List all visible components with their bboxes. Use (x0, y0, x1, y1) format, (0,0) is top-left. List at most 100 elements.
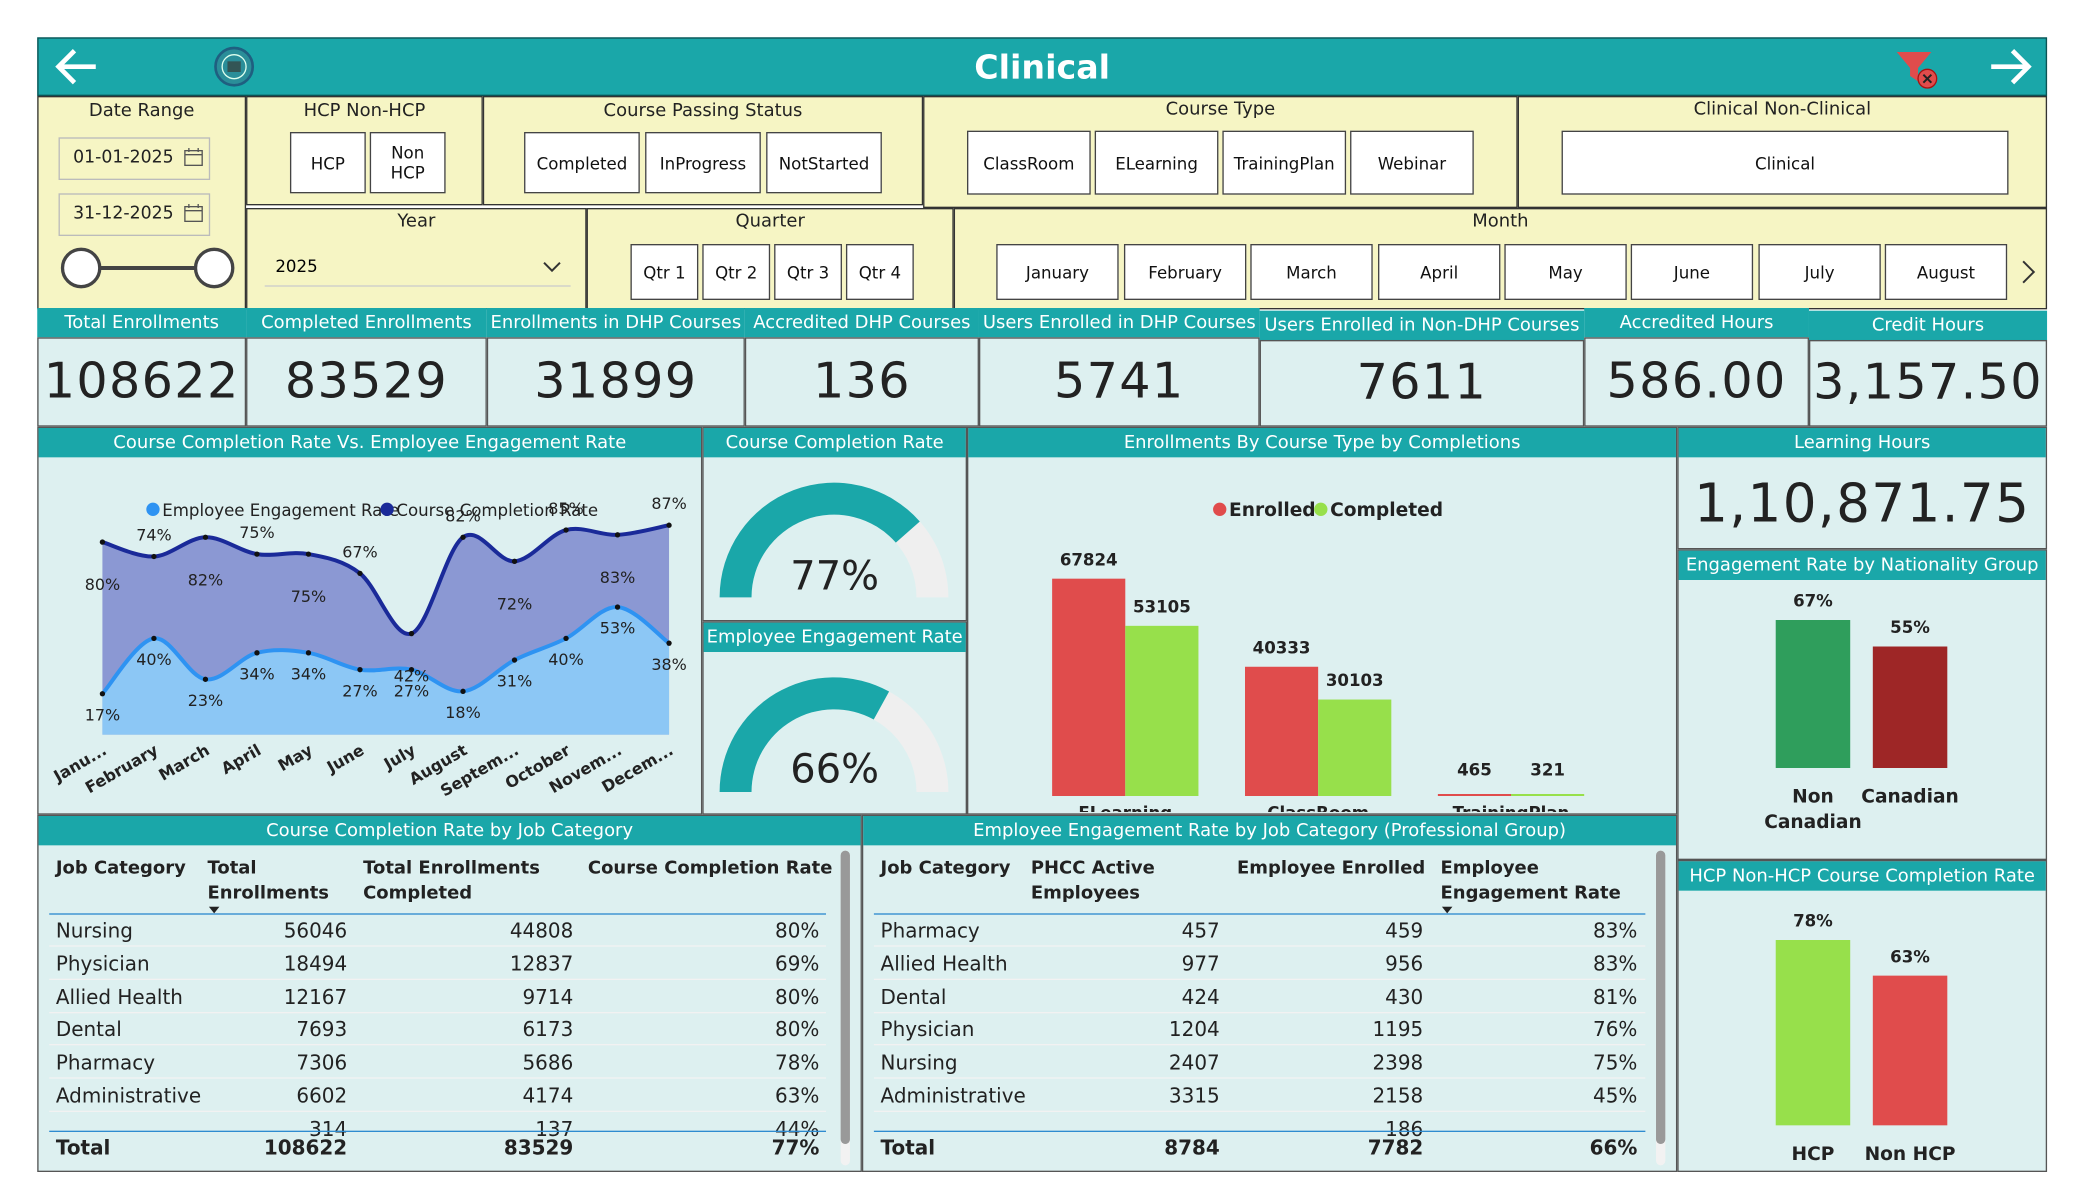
completion-rate-gauge-title: Course Completion Rate (703, 427, 966, 458)
engagement-rate-gauge (719, 677, 949, 792)
month-january-button[interactable]: January (996, 243, 1119, 300)
qtr4-option-button[interactable]: Qtr 4 (845, 243, 914, 300)
table-row[interactable]: Physician 18494 12837 69% (39, 948, 829, 980)
chevron-down-icon[interactable] (543, 260, 562, 273)
data-point (511, 558, 518, 564)
completed-option-button[interactable]: Completed (524, 131, 640, 194)
kpi-card: 31899 (486, 337, 745, 427)
data-point (563, 527, 569, 533)
table-row[interactable]: Physician 1204 1195 76% (863, 1014, 1648, 1046)
table-row[interactable]: Pharmacy 7306 5686 78% (39, 1047, 829, 1079)
kpi-value: 3,157.50 (1813, 352, 2043, 410)
sort-desc-icon[interactable] (1441, 906, 1455, 915)
table-row[interactable]: Allied Health 12167 9714 80% (39, 981, 829, 1013)
non-hcp-option-button[interactable]: Non HCP (369, 131, 446, 194)
scrollbar-thumb[interactable] (1656, 850, 1666, 1144)
table-cell: 314 (309, 1117, 348, 1139)
data-point (151, 635, 157, 642)
total-cell: 8784 (1164, 1135, 1220, 1160)
job-category-table-title: Course Completion Rate by Job Category (38, 815, 861, 846)
table-cell: 457 (1181, 918, 1220, 943)
table-row[interactable]: 314 137 44% (39, 1113, 829, 1138)
hcp-completion-title: HCP Non-HCP Course Completion Rate (1678, 861, 2046, 891)
table-row[interactable]: Nursing 56046 44808 80% (39, 915, 829, 947)
column-header[interactable]: PHCC Active Employees (1030, 857, 1155, 904)
clinical-filter-label: Clinical Non-Clinical (1693, 98, 1872, 120)
header-divider (49, 913, 827, 915)
data-label: 53% (600, 619, 635, 638)
scrollbar-thumb[interactable] (840, 850, 850, 1144)
learning-hours-value: 1,10,871.75 (1694, 473, 2031, 535)
data-point (511, 657, 518, 663)
column-header[interactable]: Job Category (880, 857, 1011, 879)
table-row[interactable]: Allied Health 977 956 83% (863, 948, 1648, 980)
column-header[interactable]: Course Completion Rate (587, 857, 833, 879)
hcp-filter-label: HCP Non-HCP (303, 99, 426, 122)
month-july-button[interactable]: July (1758, 243, 1881, 300)
data-point (460, 534, 466, 540)
sort-desc-icon[interactable] (208, 906, 222, 915)
data-label: 85% (548, 499, 583, 518)
table-cell: 7693 (296, 1017, 348, 1042)
kpi-label: Completed Enrollments (246, 307, 487, 338)
kpi-value: 31899 (534, 351, 698, 409)
date-range-panel: Date Range 01-01-2025 31-12-2025 (37, 95, 247, 310)
table-row[interactable]: Administrative 6602 4174 63% (39, 1080, 829, 1112)
trainingplan-option-button[interactable]: TrainingPlan (1222, 130, 1347, 195)
table-row[interactable]: Administrative 3315 2158 45% (863, 1080, 1648, 1112)
qtr1-option-button[interactable]: Qtr 1 (630, 243, 699, 300)
engagement-job-table-card: Employee Engagement Rate by Job Category… (861, 814, 1678, 1172)
hcp-option-button[interactable]: HCP (289, 131, 366, 194)
end-date-field[interactable]: 31-12-2025 (58, 193, 211, 236)
calendar-icon[interactable] (184, 147, 205, 168)
data-label: 34% (291, 664, 326, 683)
data-point (305, 650, 312, 656)
total-divider (873, 1130, 1646, 1132)
month-april-button[interactable]: April (1378, 243, 1501, 300)
chevron-right-icon[interactable] (2019, 259, 2038, 286)
webinar-option-button[interactable]: Webinar (1350, 130, 1474, 195)
year-dropdown[interactable]: 2025 (264, 247, 571, 287)
table-row[interactable]: 186 (863, 1113, 1648, 1138)
table-cell: 2407 (1168, 1050, 1220, 1075)
column-header[interactable]: Job Category (55, 857, 186, 879)
date-range-label: Date Range (88, 99, 195, 122)
table-cell: Nursing (880, 1050, 958, 1075)
month-march-button[interactable]: March (1250, 243, 1373, 300)
column-header[interactable]: Total Enrollments Completed (363, 857, 540, 904)
date-range-slider[interactable] (59, 247, 239, 292)
column-header[interactable]: Total Enrollments (207, 857, 329, 904)
table-cell: 6173 (522, 1017, 574, 1042)
month-august-button[interactable]: August (1884, 243, 2008, 300)
data-point (666, 522, 672, 528)
arrow-left-icon[interactable] (52, 47, 100, 87)
qtr3-option-button[interactable]: Qtr 3 (774, 243, 842, 300)
calendar-icon[interactable] (184, 203, 205, 224)
clinical-option-button[interactable]: Clinical (1561, 130, 2009, 195)
bar-label: 40333 (1253, 638, 1311, 657)
month-may-button[interactable]: May (1504, 243, 1627, 300)
column-header[interactable]: Employee Engagement Rate (1440, 857, 1621, 904)
qtr2-option-button[interactable]: Qtr 2 (702, 243, 771, 300)
inprogress-option-button[interactable]: InProgress (645, 131, 761, 194)
table-row[interactable]: Nursing 2407 2398 75% (863, 1047, 1648, 1079)
notstarted-option-button[interactable]: NotStarted (766, 131, 882, 194)
arrow-right-icon[interactable] (1987, 47, 2035, 87)
month-panel: Month January February March April May J… (953, 207, 2048, 310)
month-february-button[interactable]: February (1123, 243, 1247, 300)
clear-filter-icon[interactable] (1894, 47, 1939, 90)
elearning-option-button[interactable]: ELearning (1094, 130, 1219, 195)
column-header[interactable]: Employee Enrolled (1237, 857, 1426, 879)
classroom-option-button[interactable]: ClassRoom (967, 130, 1091, 195)
kpi-card: 83529 (246, 337, 487, 427)
table-row[interactable]: Dental 7693 6173 80% (39, 1014, 829, 1046)
table-row[interactable]: Dental 424 430 81% (863, 981, 1648, 1013)
data-point (460, 688, 466, 694)
month-june-button[interactable]: June (1630, 243, 1754, 300)
kpi-card: 5741 (978, 337, 1260, 427)
table-row[interactable]: Pharmacy 457 459 83% (863, 915, 1648, 947)
data-label: 23% (188, 691, 223, 710)
quarter-panel: Quarter Qtr 1 Qtr 2 Qtr 3 Qtr 4 (586, 207, 954, 310)
engagement-rate-gauge-title: Employee Engagement Rate (703, 622, 966, 652)
data-point (254, 551, 260, 557)
